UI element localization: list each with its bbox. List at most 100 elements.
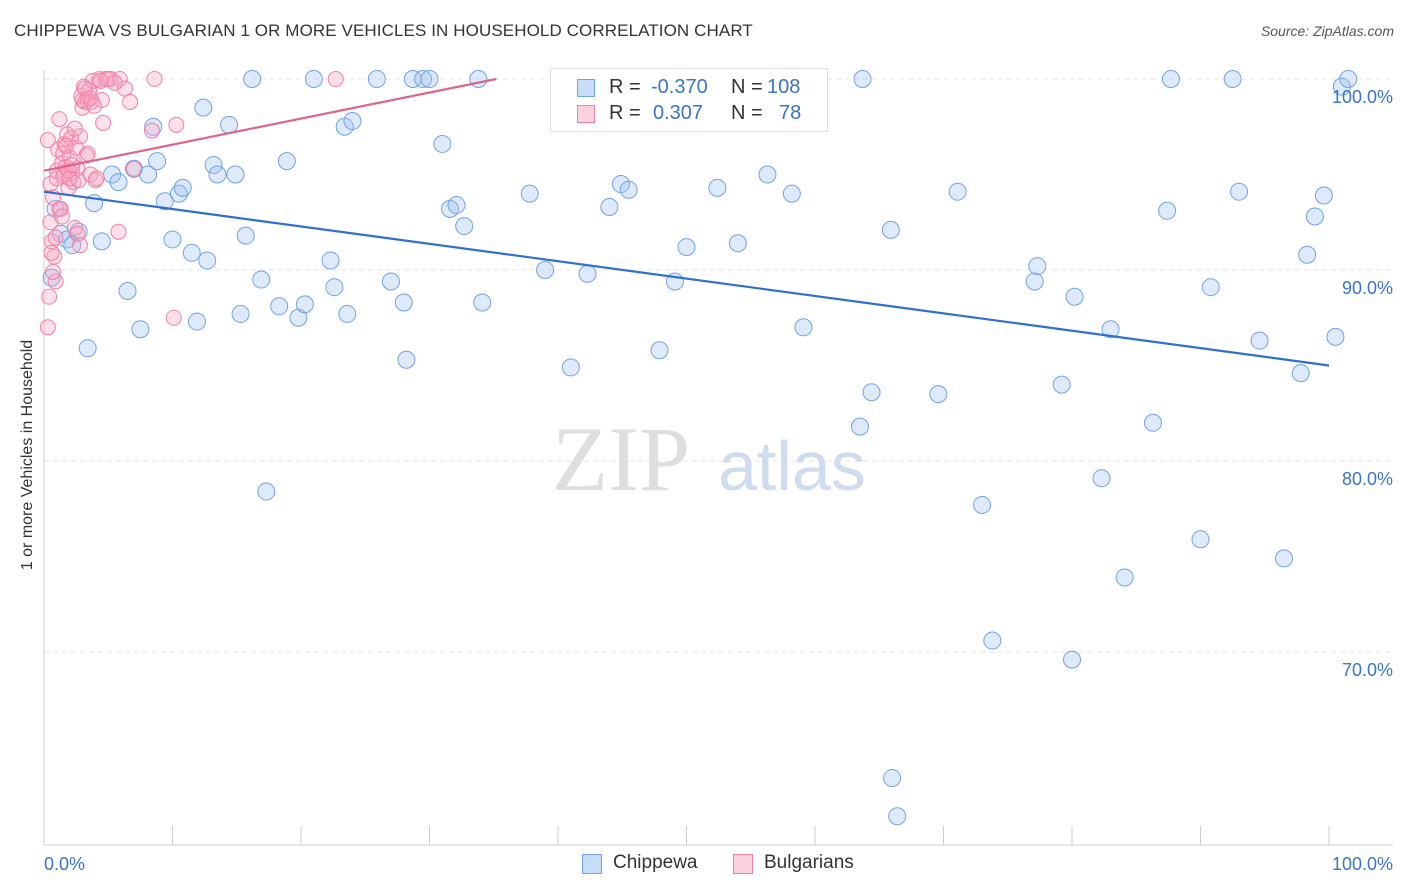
chippewa-point bbox=[455, 217, 474, 236]
chippewa-point bbox=[561, 358, 580, 377]
chippewa-point bbox=[194, 98, 213, 117]
chippewa-point bbox=[1250, 331, 1269, 350]
bulgarian-point bbox=[79, 145, 96, 162]
chippewa-point bbox=[231, 304, 250, 323]
chippewa-point bbox=[148, 152, 167, 171]
chippewa-point bbox=[619, 180, 638, 199]
chippewa-point bbox=[381, 272, 400, 291]
bulgarian-point bbox=[77, 80, 94, 97]
chippewa-point bbox=[1326, 327, 1345, 346]
y-tick-label: 90.0% bbox=[1342, 278, 1393, 298]
chippewa-point bbox=[304, 70, 323, 88]
chippewa-point bbox=[182, 243, 201, 262]
bulgarian-point bbox=[82, 90, 99, 107]
chippewa-point bbox=[888, 807, 907, 826]
bulgarian-point bbox=[125, 160, 142, 177]
bulgarian-point bbox=[61, 170, 78, 187]
bulgarian-point bbox=[51, 111, 68, 128]
chippewa-point bbox=[78, 339, 97, 358]
chippewa-point bbox=[473, 293, 492, 312]
chippewa-point bbox=[277, 152, 296, 171]
chippewa-point bbox=[973, 495, 992, 514]
legend-row-bulgarians: R = 0.307 N = 78 bbox=[551, 102, 827, 126]
chippewa-point bbox=[139, 165, 158, 184]
bulgarian-point bbox=[327, 71, 344, 87]
chippewa-point bbox=[420, 70, 439, 88]
chippewa-point bbox=[1305, 207, 1324, 226]
bottom-legend-bulgarians-label: Bulgarians bbox=[764, 852, 854, 873]
chippewa-point bbox=[236, 226, 255, 245]
bulgarian-point bbox=[146, 71, 163, 87]
y-tick-label: 80.0% bbox=[1342, 469, 1393, 489]
y-tick-label: 70.0% bbox=[1342, 660, 1393, 680]
chippewa-point bbox=[794, 318, 813, 337]
chippewa-point bbox=[204, 155, 223, 174]
bottom-legend-chippewa-swatch bbox=[582, 854, 602, 874]
legend-r-value: 0.307 bbox=[653, 102, 704, 124]
bulgarian-point bbox=[88, 170, 105, 187]
chippewa-point bbox=[163, 230, 182, 249]
chippewa-point bbox=[343, 112, 362, 131]
chippewa-point bbox=[520, 184, 539, 203]
chippewa-point bbox=[325, 278, 344, 297]
chippewa-point bbox=[338, 304, 357, 323]
bulgarian-point bbox=[71, 237, 88, 254]
bottom-legend-chippewa-label: Chippewa bbox=[613, 852, 698, 873]
chippewa-point bbox=[131, 320, 150, 339]
legend-n-label: N = bbox=[731, 102, 763, 124]
legend-r-value: -0.370 bbox=[651, 76, 708, 98]
bulgarian-point bbox=[47, 273, 64, 290]
chippewa-trend-line bbox=[43, 190, 1330, 367]
chippewa-point bbox=[433, 134, 452, 153]
chippewa-point bbox=[1158, 201, 1177, 220]
bulgarian-point bbox=[110, 223, 127, 240]
bulgarian-point bbox=[66, 120, 83, 137]
chippewa-point bbox=[881, 220, 900, 239]
legend-box: R = -0.370 N = 108 R = 0.307 N = 78 bbox=[550, 68, 828, 132]
bulgarian-point bbox=[86, 97, 103, 114]
bulgarian-point bbox=[47, 229, 64, 246]
chippewa-point bbox=[1191, 530, 1210, 549]
chippewa-point bbox=[1101, 320, 1120, 339]
chippewa-point bbox=[321, 251, 340, 270]
chippewa-point bbox=[173, 178, 192, 197]
watermark: ZIP atlas bbox=[552, 408, 866, 510]
chippewa-point bbox=[650, 341, 669, 360]
chippewa-point bbox=[862, 383, 881, 402]
chippewa-point bbox=[397, 350, 416, 369]
chippewa-point bbox=[220, 115, 239, 134]
x-tick-label: 0.0% bbox=[44, 854, 85, 874]
legend-n-value: 78 bbox=[779, 102, 802, 124]
chippewa-point bbox=[155, 192, 174, 211]
legend-row-chippewa: R = -0.370 N = 108 bbox=[551, 76, 827, 100]
chippewa-point bbox=[1223, 70, 1242, 88]
bulgarian-point bbox=[57, 137, 74, 154]
chippewa-point bbox=[1314, 186, 1333, 205]
trend-layer bbox=[43, 77, 1330, 367]
legend-n-value: 108 bbox=[767, 76, 801, 98]
bulgarian-point bbox=[43, 244, 60, 261]
chippewa-point bbox=[1161, 70, 1180, 88]
bulgarian-point bbox=[106, 74, 123, 91]
source-label: Source: ZipAtlas.com bbox=[1260, 23, 1394, 39]
bulgarians-swatch bbox=[577, 105, 595, 123]
chippewa-point bbox=[1063, 650, 1081, 669]
chippewa-point bbox=[929, 385, 948, 404]
chippewa-point bbox=[243, 70, 262, 88]
bulgarian-point bbox=[122, 93, 139, 110]
chippewa-point bbox=[1052, 375, 1071, 394]
chippewa-point bbox=[536, 261, 555, 279]
bulgarian-point bbox=[39, 132, 56, 149]
bulgarian-point bbox=[95, 114, 112, 131]
chippewa-point bbox=[983, 631, 1002, 650]
bulgarian-point bbox=[168, 116, 185, 133]
chippewa-point bbox=[677, 238, 696, 257]
points-layer bbox=[39, 70, 1358, 826]
chippewa-point bbox=[758, 165, 777, 184]
watermark-zip: ZIP bbox=[552, 408, 690, 510]
chippewa-point bbox=[367, 70, 386, 88]
grid-layer bbox=[44, 78, 1393, 653]
chippewa-point bbox=[1092, 469, 1111, 488]
chippewa-point bbox=[1339, 70, 1358, 88]
